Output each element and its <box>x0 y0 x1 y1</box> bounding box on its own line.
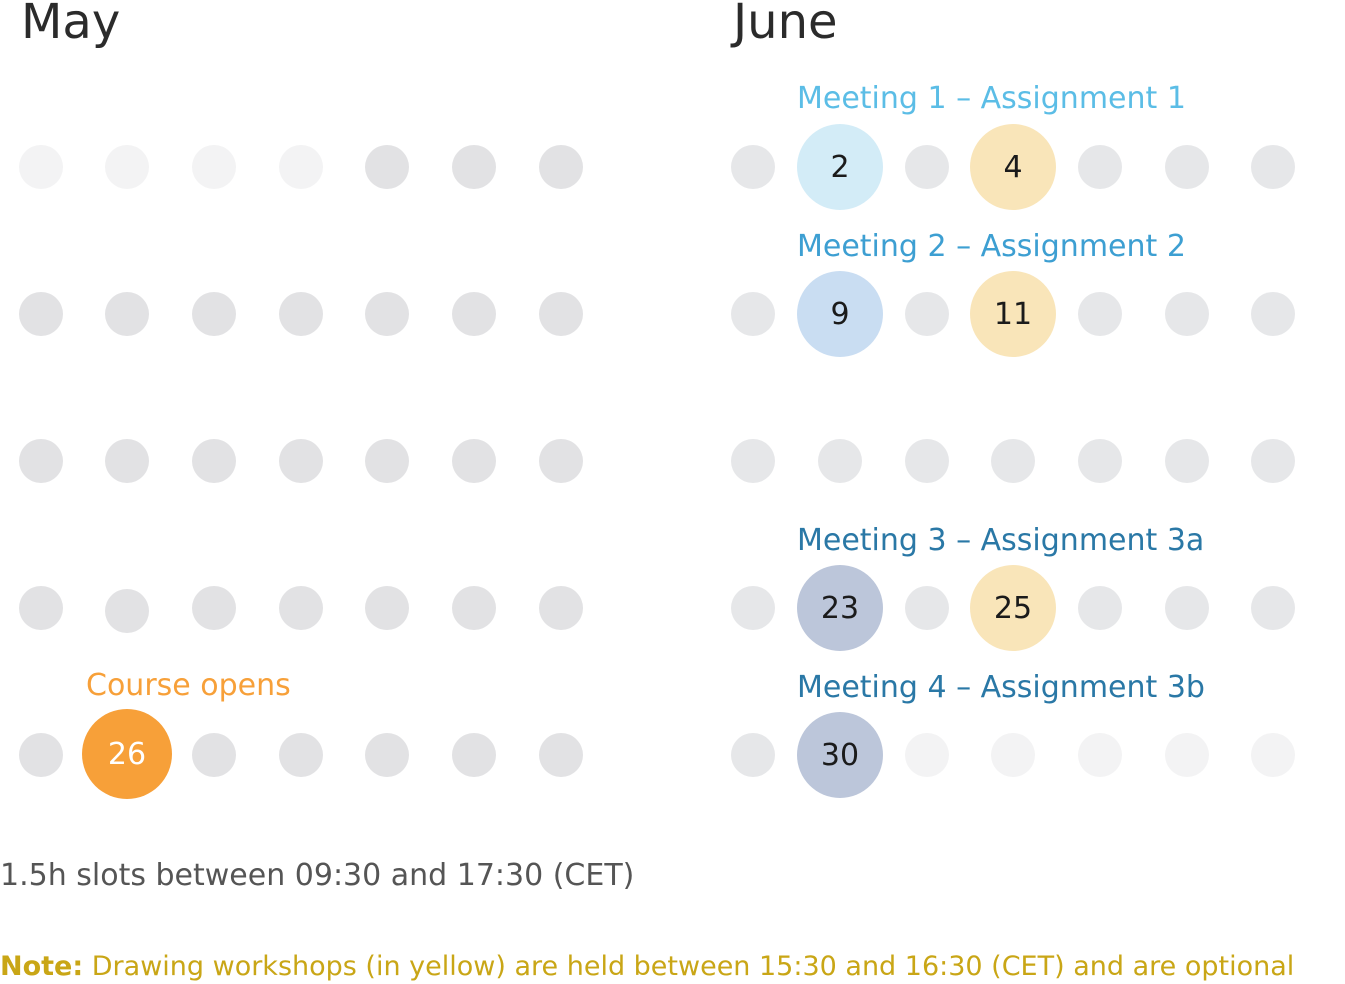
may-day-dot <box>452 145 496 189</box>
meeting-2-label: Meeting 2 – Assignment 2 <box>797 229 1186 264</box>
day-jun-11-workshop: 11 <box>970 271 1056 357</box>
may-day-dot <box>19 145 63 189</box>
day-may-26-course-opens: 26 <box>82 709 172 799</box>
may-day-dot <box>452 733 496 777</box>
june-day-dot <box>1251 145 1295 189</box>
day-number: 25 <box>993 590 1033 626</box>
may-day-dot <box>192 733 236 777</box>
day-jun-2-meeting: 2 <box>797 124 883 210</box>
meeting-3-label: Meeting 3 – Assignment 3a <box>797 523 1205 558</box>
june-day-dot <box>1165 439 1209 483</box>
day-number: 4 <box>1003 149 1023 185</box>
may-day-dot <box>452 586 496 630</box>
workshop-note: Note: Drawing workshops (in yellow) are … <box>0 953 1294 980</box>
june-day-dot <box>731 292 775 336</box>
may-day-dot <box>192 292 236 336</box>
may-day-dot <box>452 292 496 336</box>
june-day-dot <box>1078 733 1122 777</box>
may-day-dot <box>105 145 149 189</box>
day-jun-4-workshop: 4 <box>970 124 1056 210</box>
may-day-dot <box>105 589 149 633</box>
may-day-dot <box>19 292 63 336</box>
may-day-dot <box>19 586 63 630</box>
may-day-dot <box>365 439 409 483</box>
may-day-dot <box>539 292 583 336</box>
june-day-dot <box>1078 439 1122 483</box>
june-day-dot <box>991 439 1035 483</box>
day-jun-25-workshop: 25 <box>970 565 1056 651</box>
course-opens-label: Course opens <box>86 668 291 703</box>
june-day-dot <box>1078 292 1122 336</box>
june-day-dot <box>1251 292 1295 336</box>
may-day-dot <box>279 145 323 189</box>
june-day-dot <box>1078 145 1122 189</box>
may-day-dot <box>279 733 323 777</box>
june-day-dot <box>731 145 775 189</box>
june-day-dot <box>905 733 949 777</box>
may-day-dot <box>365 292 409 336</box>
day-jun-30-meeting: 30 <box>797 712 883 798</box>
may-day-dot <box>365 145 409 189</box>
may-title: May <box>21 0 121 50</box>
may-day-dot <box>452 439 496 483</box>
may-day-dot <box>192 439 236 483</box>
june-day-dot <box>1165 292 1209 336</box>
may-day-dot <box>539 439 583 483</box>
may-day-dot <box>279 292 323 336</box>
may-day-dot <box>192 145 236 189</box>
june-day-dot <box>731 733 775 777</box>
may-day-dot <box>279 439 323 483</box>
note-text: Drawing workshops (in yellow) are held b… <box>83 951 1295 982</box>
june-day-dot <box>991 733 1035 777</box>
june-day-dot <box>905 145 949 189</box>
may-day-dot <box>365 586 409 630</box>
day-number: 26 <box>107 736 147 772</box>
slots-info: 1.5h slots between 09:30 and 17:30 (CET) <box>0 858 635 893</box>
june-day-dot <box>1078 586 1122 630</box>
day-jun-9-meeting: 9 <box>797 271 883 357</box>
june-day-dot <box>1165 145 1209 189</box>
june-day-dot <box>905 439 949 483</box>
june-day-dot <box>905 586 949 630</box>
day-jun-23-meeting: 23 <box>797 565 883 651</box>
june-day-dot <box>905 292 949 336</box>
june-day-dot <box>1165 586 1209 630</box>
meeting-4-label: Meeting 4 – Assignment 3b <box>797 670 1205 705</box>
day-number: 30 <box>820 737 860 773</box>
june-title: June <box>733 0 838 50</box>
june-day-dot <box>1251 439 1295 483</box>
note-label: Note: <box>0 951 84 982</box>
may-day-dot <box>279 586 323 630</box>
may-day-dot <box>19 733 63 777</box>
june-day-dot <box>1251 733 1295 777</box>
may-day-dot <box>105 292 149 336</box>
meeting-1-label: Meeting 1 – Assignment 1 <box>797 81 1186 116</box>
june-day-dot <box>1165 733 1209 777</box>
may-day-dot <box>539 586 583 630</box>
june-day-dot <box>1251 586 1295 630</box>
day-number: 9 <box>830 296 850 332</box>
may-day-dot <box>365 733 409 777</box>
june-day-dot <box>731 586 775 630</box>
may-day-dot <box>19 439 63 483</box>
day-number: 2 <box>830 149 850 185</box>
day-number: 23 <box>820 590 860 626</box>
day-number: 11 <box>993 296 1033 332</box>
june-day-dot <box>731 439 775 483</box>
may-day-dot <box>192 586 236 630</box>
june-day-dot <box>818 439 862 483</box>
may-day-dot <box>539 145 583 189</box>
may-day-dot <box>105 439 149 483</box>
may-day-dot <box>539 733 583 777</box>
